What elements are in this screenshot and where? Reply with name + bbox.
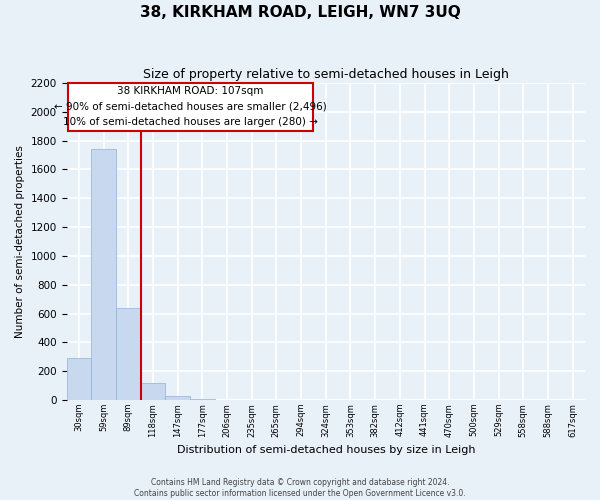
Bar bbox=[140, 384, 165, 400]
Y-axis label: Number of semi-detached properties: Number of semi-detached properties bbox=[15, 145, 25, 338]
Text: 38, KIRKHAM ROAD, LEIGH, WN7 3UQ: 38, KIRKHAM ROAD, LEIGH, WN7 3UQ bbox=[140, 5, 460, 20]
Bar bbox=[91, 150, 116, 400]
Text: Contains HM Land Registry data © Crown copyright and database right 2024.
Contai: Contains HM Land Registry data © Crown c… bbox=[134, 478, 466, 498]
Bar bbox=[67, 358, 91, 400]
Bar bbox=[165, 396, 190, 400]
X-axis label: Distribution of semi-detached houses by size in Leigh: Distribution of semi-detached houses by … bbox=[176, 445, 475, 455]
FancyBboxPatch shape bbox=[68, 83, 313, 130]
Text: 38 KIRKHAM ROAD: 107sqm
← 90% of semi-detached houses are smaller (2,496)
10% of: 38 KIRKHAM ROAD: 107sqm ← 90% of semi-de… bbox=[54, 86, 327, 128]
Bar bbox=[116, 308, 140, 400]
Title: Size of property relative to semi-detached houses in Leigh: Size of property relative to semi-detach… bbox=[143, 68, 509, 80]
